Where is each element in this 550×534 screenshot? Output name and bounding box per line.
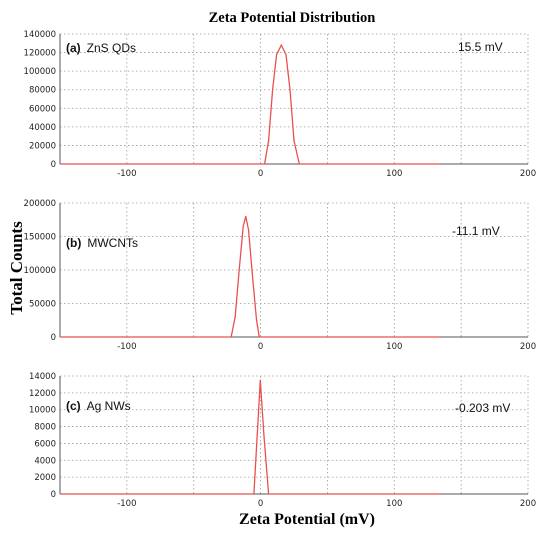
x-tick-label: 100: [386, 342, 402, 352]
curve-point: [238, 269, 240, 271]
chart-panels: 020000400006000080000100000120000140000-…: [24, 30, 537, 509]
x-tick-label: -100: [117, 169, 136, 179]
y-tick-label: 80000: [29, 86, 56, 96]
curve-point: [245, 215, 247, 217]
y-tick-label: 120000: [24, 49, 56, 59]
sample-name: Ag NWs: [87, 399, 131, 413]
panel-letter: (c): [66, 399, 81, 413]
y-axis-label: Total Counts: [7, 221, 26, 315]
curve-point: [289, 89, 291, 91]
y-tick-label: 50000: [29, 300, 56, 310]
curve-point: [285, 53, 287, 56]
x-axis-label: Zeta Potential (mV): [239, 511, 375, 528]
x-tick-label: 100: [386, 169, 402, 179]
curve-point: [255, 319, 258, 321]
y-tick-label: 10000: [29, 406, 56, 416]
x-tick-label: 100: [386, 499, 402, 509]
curve-point: [247, 229, 250, 231]
y-tick-label: 14000: [29, 372, 56, 382]
curve-point: [263, 434, 265, 436]
y-tick-label: 200000: [24, 199, 56, 209]
y-tick-label: 60000: [29, 104, 56, 114]
peak-value-label: -11.1 mV: [452, 224, 500, 238]
peak-value-label: 15.5 mV: [458, 40, 503, 54]
y-tick-label: 140000: [24, 30, 56, 40]
curve-point: [293, 140, 295, 142]
panel-c: 0 2000 4000 6000 8000 10000 12000 14000 -100 0 100…: [29, 372, 536, 509]
curve-point: [234, 316, 236, 318]
distribution-curve: [60, 43, 442, 165]
curve-point: [259, 379, 261, 381]
figure-title: Zeta Potential Distribution: [209, 10, 376, 26]
y-tick-label: 12000: [29, 389, 56, 399]
curve-point: [267, 140, 270, 142]
y-tick-label: 150000: [24, 233, 56, 243]
x-tick-label: 200: [520, 169, 536, 179]
distribution-curve: [60, 216, 442, 338]
y-tick-label: 0: [51, 333, 56, 343]
panel-label: (a) ZnS QDs: [66, 41, 136, 55]
y-tick-label: 8000: [34, 423, 56, 433]
curve-point: [276, 53, 278, 56]
peak-value-label: -0.203 mV: [455, 401, 510, 415]
y-tick-label: 0: [51, 490, 56, 500]
y-tick-label: 4000: [34, 456, 56, 466]
x-tick-label: 0: [258, 342, 263, 352]
curve-point: [251, 276, 254, 278]
curve-point: [242, 225, 244, 228]
x-tick-label: -100: [117, 499, 136, 509]
x-tick-label: 200: [520, 342, 536, 352]
sample-name: ZnS QDs: [87, 41, 136, 55]
panel-label: (c) Ag NWs: [66, 399, 131, 413]
x-tick-label: 0: [258, 169, 263, 179]
panel-b: 0 50000 100000 150000 200000 -100 0 100 200 (b) MW…: [24, 199, 537, 352]
curve-point: [256, 434, 258, 436]
y-tick-label: 40000: [29, 123, 56, 133]
y-tick-label: 100000: [24, 266, 56, 276]
y-tick-label: 0: [51, 160, 56, 170]
y-tick-label: 6000: [34, 439, 56, 449]
y-tick-label: 20000: [29, 141, 56, 151]
curve-point: [280, 44, 282, 46]
x-tick-label: 0: [258, 499, 263, 509]
sample-name: MWCNTs: [87, 236, 138, 250]
panel-a: 0 20000 40000 60000 80000 100000 120000 140000 -…: [24, 30, 537, 179]
y-tick-label: 100000: [24, 67, 56, 77]
panel-letter: (b): [66, 236, 81, 250]
x-tick-label: 200: [520, 499, 536, 509]
x-tick-label: -100: [117, 342, 136, 352]
y-tick-label: 2000: [34, 473, 56, 483]
panel-label: (b) MWCNTs: [66, 236, 138, 250]
panel-letter: (a): [66, 41, 81, 55]
curve-point: [272, 89, 274, 91]
